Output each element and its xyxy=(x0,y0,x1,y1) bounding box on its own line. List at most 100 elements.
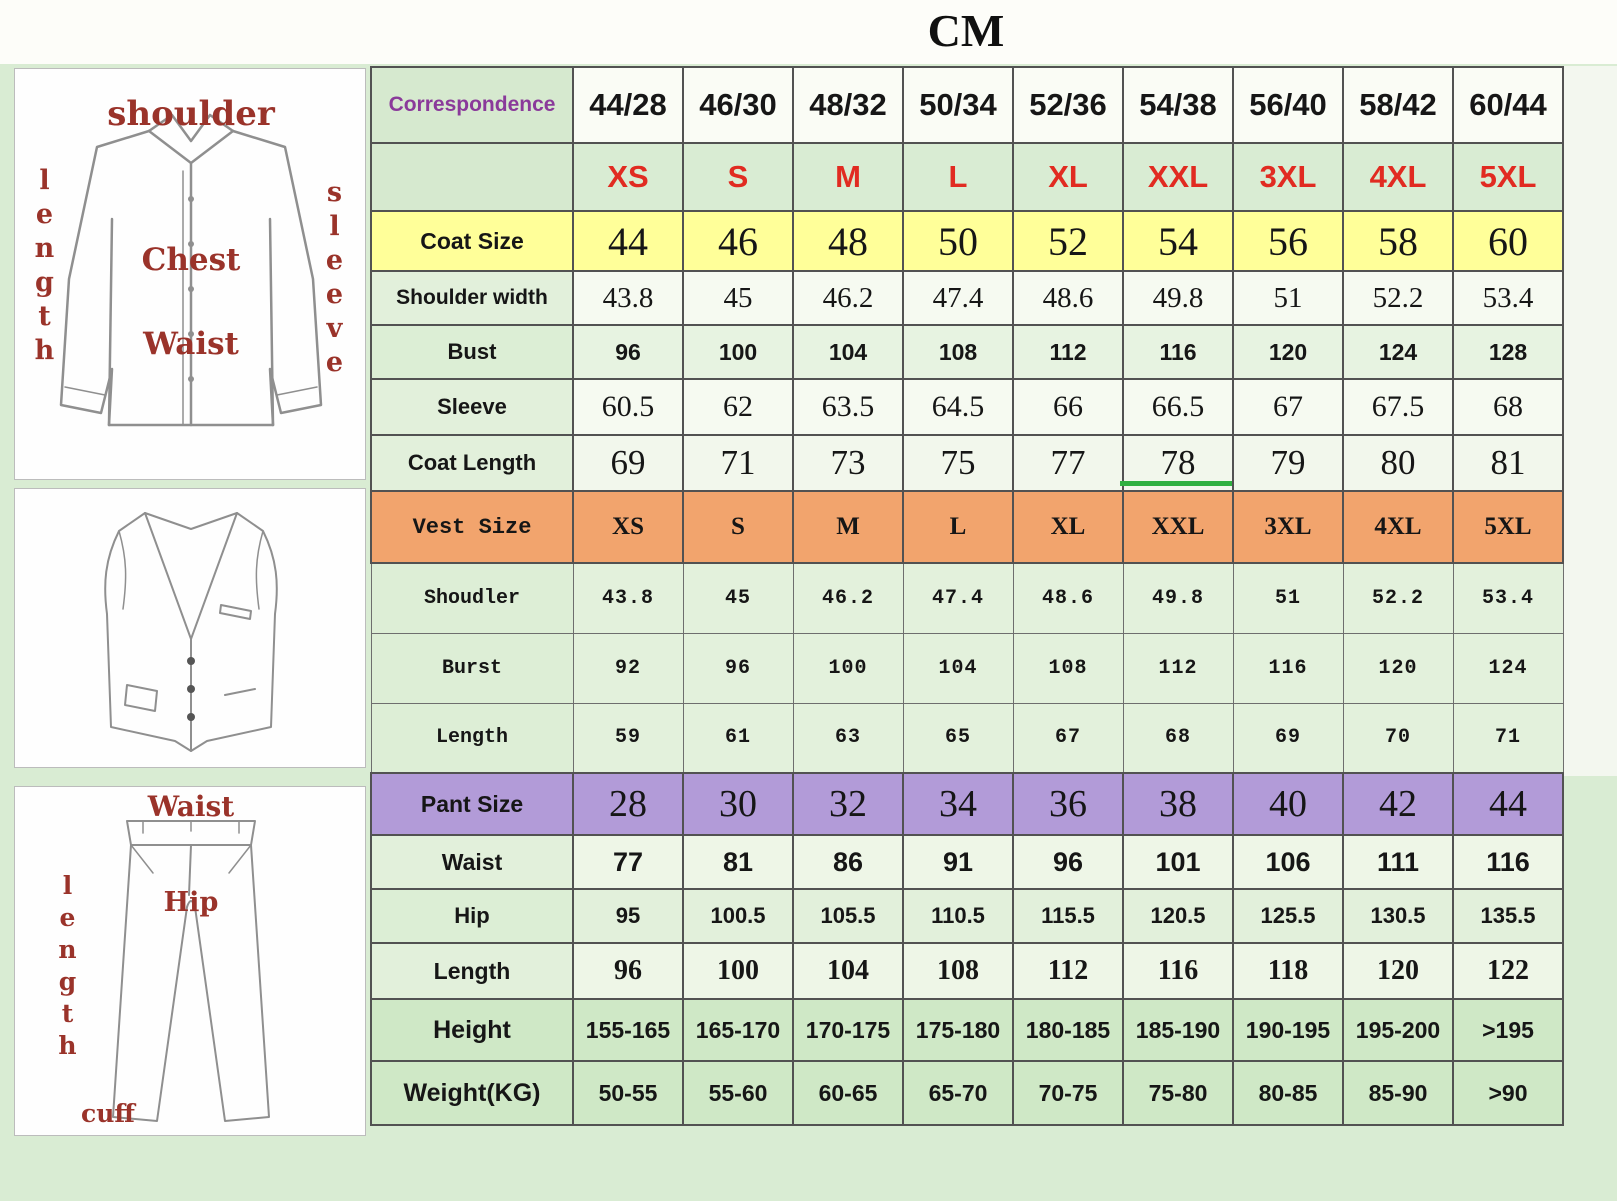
sleeve-value-7: 67.5 xyxy=(1342,378,1454,436)
hip-value-3: 110.5 xyxy=(902,888,1014,944)
vest-drawing-icon xyxy=(104,512,278,752)
row-label-vest-shoulder: Shoudler xyxy=(370,562,574,634)
correspondence-value-4: 52/36 xyxy=(1012,66,1124,144)
sleeve-value-2: 63.5 xyxy=(792,378,904,436)
weight-value-8: >90 xyxy=(1452,1060,1564,1126)
correspondence-value-6: 56/40 xyxy=(1232,66,1344,144)
shoulder-width-value-6: 51 xyxy=(1232,270,1344,326)
correspondence-value-7: 58/42 xyxy=(1342,66,1454,144)
vest-size-value-3: L xyxy=(902,490,1014,564)
row-pant-length: Length 96 100 104 108 112 116 118 120 122 xyxy=(370,942,1564,1000)
coat-size-value-5: 54 xyxy=(1122,210,1234,272)
height-value-8: >195 xyxy=(1452,998,1564,1062)
shoulder-width-value-2: 46.2 xyxy=(792,270,904,326)
coat-size-value-2: 48 xyxy=(792,210,904,272)
row-label-vest-size: Vest Size xyxy=(370,490,574,564)
weight-value-3: 65-70 xyxy=(902,1060,1014,1126)
row-vest-bust: Burst 92 96 100 104 108 112 116 120 124 xyxy=(370,632,1564,704)
sleeve-value-6: 67 xyxy=(1232,378,1344,436)
row-weight: Weight(KG) 50-55 55-60 60-65 65-70 70-75 75-80… xyxy=(370,1060,1564,1126)
pants-drawing-icon xyxy=(112,820,270,1122)
row-label-bust: Bust xyxy=(370,324,574,380)
row-label-shoulder-width: Shoulder width xyxy=(370,270,574,326)
vest-size-value-8: 5XL xyxy=(1452,490,1564,564)
vest-bust-value-0: 92 xyxy=(572,632,684,704)
waist-value-0: 77 xyxy=(572,834,684,890)
pant-size-value-5: 38 xyxy=(1122,772,1234,836)
hip-value-6: 125.5 xyxy=(1232,888,1344,944)
vest-length-value-6: 69 xyxy=(1232,702,1344,774)
vest-shoulder-value-1: 45 xyxy=(682,562,794,634)
bust-value-1: 100 xyxy=(682,324,794,380)
pant-size-value-2: 32 xyxy=(792,772,904,836)
vest-size-value-4: XL xyxy=(1012,490,1124,564)
pant-length-value-0: 96 xyxy=(572,942,684,1000)
vest-diagram xyxy=(14,488,366,768)
pant-length-value-4: 112 xyxy=(1012,942,1124,1000)
coat-length-value-4: 77 xyxy=(1012,434,1124,492)
row-label-waist: Waist xyxy=(370,834,574,890)
row-label-weight: Weight(KG) xyxy=(370,1060,574,1126)
shoulder-width-value-5: 49.8 xyxy=(1122,270,1234,326)
row-label-coat-size: Coat Size xyxy=(370,210,574,272)
green-line-artifact xyxy=(1120,481,1232,486)
row-label-correspondence: Correspondence xyxy=(370,66,574,144)
hip-value-0: 95 xyxy=(572,888,684,944)
correspondence-value-2: 48/32 xyxy=(792,66,904,144)
coat-length-value-1: 71 xyxy=(682,434,794,492)
vest-shoulder-value-4: 48.6 xyxy=(1012,562,1124,634)
vest-size-value-1: S xyxy=(682,490,794,564)
shoulder-width-value-1: 45 xyxy=(682,270,794,326)
vest-length-value-2: 63 xyxy=(792,702,904,774)
vest-shoulder-value-7: 52.2 xyxy=(1342,562,1454,634)
vest-shoulder-value-5: 49.8 xyxy=(1122,562,1234,634)
shoulder-width-value-8: 53.4 xyxy=(1452,270,1564,326)
hip-value-5: 120.5 xyxy=(1122,888,1234,944)
vest-bust-value-4: 108 xyxy=(1012,632,1124,704)
hip-value-8: 135.5 xyxy=(1452,888,1564,944)
vest-bust-value-3: 104 xyxy=(902,632,1014,704)
height-value-0: 155-165 xyxy=(572,998,684,1062)
row-intl-size: XS S M L XL XXL 3XL 4XL 5XL xyxy=(370,142,1564,212)
coat-length-value-2: 73 xyxy=(792,434,904,492)
correspondence-value-3: 50/34 xyxy=(902,66,1014,144)
shoulder-width-value-3: 47.4 xyxy=(902,270,1014,326)
vest-size-value-7: 4XL xyxy=(1342,490,1454,564)
bust-value-0: 96 xyxy=(572,324,684,380)
vest-length-value-4: 67 xyxy=(1012,702,1124,774)
hip-value-1: 100.5 xyxy=(682,888,794,944)
pant-size-value-0: 28 xyxy=(572,772,684,836)
vest-shoulder-value-0: 43.8 xyxy=(572,562,684,634)
pant-length-value-1: 100 xyxy=(682,942,794,1000)
row-label-vest-bust: Burst xyxy=(370,632,574,704)
pant-size-value-1: 30 xyxy=(682,772,794,836)
intl-size-value-4: XL xyxy=(1012,142,1124,212)
vest-shoulder-value-3: 47.4 xyxy=(902,562,1014,634)
row-label-hip: Hip xyxy=(370,888,574,944)
vest-size-value-2: M xyxy=(792,490,904,564)
coat-size-value-1: 46 xyxy=(682,210,794,272)
coat-size-value-3: 50 xyxy=(902,210,1014,272)
intl-size-value-6: 3XL xyxy=(1232,142,1344,212)
row-shoulder-width: Shoulder width 43.8 45 46.2 47.4 48.6 49.8 51 52… xyxy=(370,270,1564,326)
coat-diagram: shoulder length sleeve Chest Waist xyxy=(14,68,366,480)
row-label-vest-length: Length xyxy=(370,702,574,774)
waist-value-5: 101 xyxy=(1122,834,1234,890)
pants-diagram: Waist length Hip cuff xyxy=(14,786,366,1136)
pant-size-value-7: 42 xyxy=(1342,772,1454,836)
pant-length-value-7: 120 xyxy=(1342,942,1454,1000)
intl-size-value-5: XXL xyxy=(1122,142,1234,212)
intl-size-value-2: M xyxy=(792,142,904,212)
weight-value-5: 75-80 xyxy=(1122,1060,1234,1126)
bust-value-8: 128 xyxy=(1452,324,1564,380)
coat-size-value-4: 52 xyxy=(1012,210,1124,272)
vest-length-value-5: 68 xyxy=(1122,702,1234,774)
bust-value-5: 116 xyxy=(1122,324,1234,380)
pant-length-value-3: 108 xyxy=(902,942,1014,1000)
waist-value-6: 106 xyxy=(1232,834,1344,890)
correspondence-value-8: 60/44 xyxy=(1452,66,1564,144)
bust-value-3: 108 xyxy=(902,324,1014,380)
row-vest-size: Vest Size XS S M L XL XXL 3XL 4XL 5XL xyxy=(370,490,1564,564)
shoulder-width-value-4: 48.6 xyxy=(1012,270,1124,326)
pant-size-value-3: 34 xyxy=(902,772,1014,836)
